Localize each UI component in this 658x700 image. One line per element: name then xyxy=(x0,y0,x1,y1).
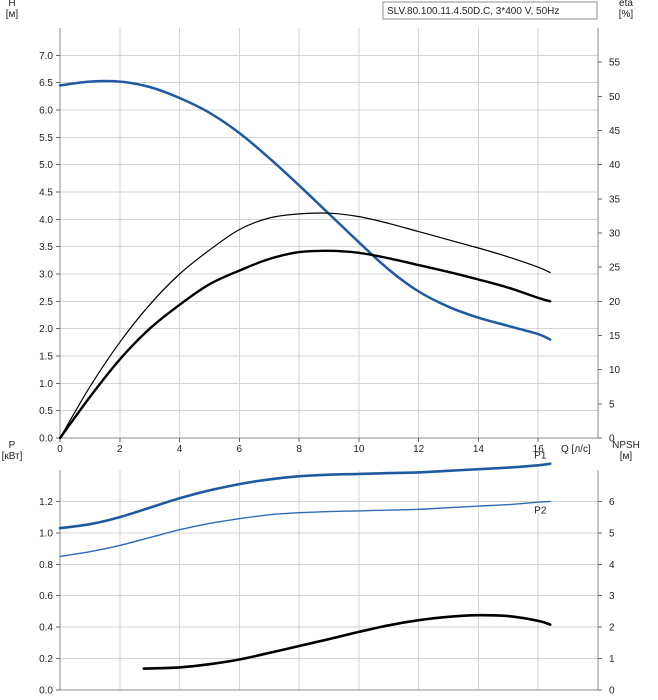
y2-axis-unit: [%] xyxy=(619,9,634,20)
efficiency-curve-thin xyxy=(59,212,551,439)
y2-tick-label: 5 xyxy=(609,399,615,410)
y2-tick-label: 10 xyxy=(609,365,621,376)
y-tick-label: 0.0 xyxy=(39,686,53,697)
x-tick-label: 16 xyxy=(533,444,545,455)
series-label-p1: P1 xyxy=(534,451,547,462)
x-tick-label: 4 xyxy=(177,444,183,455)
chart-title-box xyxy=(382,1,598,20)
x-tick-label: 6 xyxy=(237,444,243,455)
series-label-p2: P2 xyxy=(534,505,547,516)
y-tick-label: 2.0 xyxy=(39,324,53,335)
y-tick-label: 3.5 xyxy=(39,242,53,253)
y-tick-label: 6.5 xyxy=(39,78,53,89)
p1-power-curve xyxy=(58,462,552,530)
y-tick-label: 1.5 xyxy=(39,352,53,363)
y-tick-label: 0.2 xyxy=(39,654,53,665)
y-tick-label: 0.4 xyxy=(39,623,53,634)
x-tick-label: 8 xyxy=(296,444,302,455)
y-tick-label: 0.8 xyxy=(39,560,53,571)
y2-tick-label: 30 xyxy=(609,229,621,240)
y-tick-label: 6.0 xyxy=(39,106,53,117)
y2-tick-label: 45 xyxy=(609,126,621,137)
chart-title: SLV.80.100.11.4.50D.C, 3*400 V, 50Hz xyxy=(387,6,559,17)
y-tick-label: 1.0 xyxy=(39,379,53,390)
curve-layer xyxy=(58,79,552,670)
npsh-curve xyxy=(142,613,552,670)
y-tick-label: 4.5 xyxy=(39,188,53,199)
y2-tick-label: 3 xyxy=(609,591,615,602)
axis-layer xyxy=(56,28,602,691)
y2-tick-label: 5 xyxy=(609,528,615,539)
y2-axis-title: NPSH xyxy=(612,440,640,451)
y-tick-label: 1.2 xyxy=(39,497,53,508)
y-axis-unit: [кВт] xyxy=(2,451,23,462)
y2-tick-label: 40 xyxy=(609,160,621,171)
y-tick-label: 0.5 xyxy=(39,406,53,417)
head-curve xyxy=(58,79,552,341)
grid-layer xyxy=(60,28,598,690)
y-tick-label: 3.0 xyxy=(39,270,53,281)
y-tick-label: 4.0 xyxy=(39,215,53,226)
y-tick-label: 1.0 xyxy=(39,528,53,539)
y2-tick-label: 25 xyxy=(609,263,621,274)
efficiency-curve-thick xyxy=(58,249,552,440)
y-axis-title: H xyxy=(8,0,15,9)
y-tick-label: 7.0 xyxy=(39,51,53,62)
y2-tick-label: 1 xyxy=(609,654,615,665)
y2-axis-title: eta xyxy=(619,0,633,9)
y2-tick-label: 15 xyxy=(609,331,621,342)
y-axis-unit: [м] xyxy=(6,9,19,20)
y2-tick-label: 20 xyxy=(609,297,621,308)
y-axis-title: P xyxy=(9,440,16,451)
x-tick-label: 2 xyxy=(117,444,123,455)
y-tick-label: 0.6 xyxy=(39,591,53,602)
y-tick-label: 5.0 xyxy=(39,160,53,171)
y2-tick-label: 55 xyxy=(609,58,621,69)
x-tick-label: 10 xyxy=(353,444,365,455)
y2-axis-unit: [м] xyxy=(620,451,633,462)
x-tick-label: 12 xyxy=(413,444,425,455)
y-tick-label: 5.5 xyxy=(39,133,53,144)
y-tick-label: 2.5 xyxy=(39,297,53,308)
p2-power-curve xyxy=(59,500,551,558)
x-tick-label: 0 xyxy=(57,444,63,455)
y2-tick-label: 6 xyxy=(609,497,615,508)
x-tick-label: 14 xyxy=(473,444,485,455)
y2-tick-label: 4 xyxy=(609,560,615,571)
y2-tick-label: 35 xyxy=(609,194,621,205)
y2-tick-label: 50 xyxy=(609,92,621,103)
y-tick-label: 0.0 xyxy=(39,434,53,445)
x-axis-title: Q [л/с] xyxy=(561,444,591,455)
y2-tick-label: 0 xyxy=(609,686,615,697)
label-layer: SLV.80.100.11.4.50D.C, 3*400 V, 50Hz 0.0… xyxy=(2,0,640,697)
y2-tick-label: 2 xyxy=(609,623,615,634)
y2-tick-label: 0 xyxy=(609,434,615,445)
